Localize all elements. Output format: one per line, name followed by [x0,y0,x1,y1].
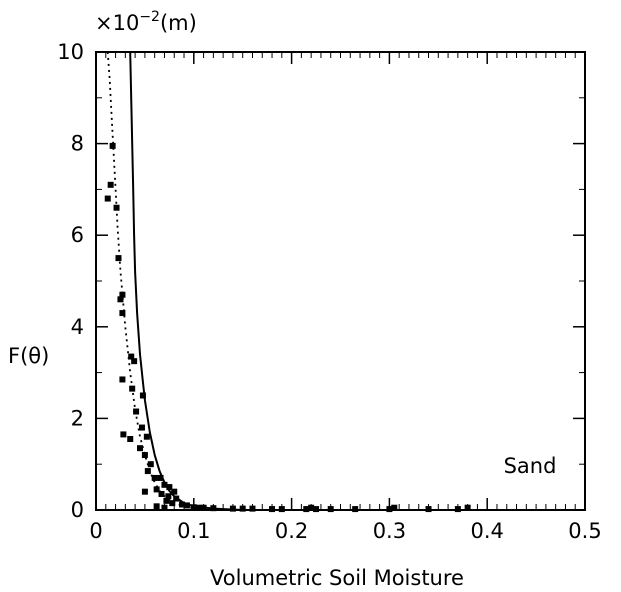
data-point-marker [391,504,398,511]
data-point-marker [147,461,154,468]
x-tick-label: 0.2 [275,519,308,543]
data-point-marker [138,424,145,431]
data-point-marker [179,501,186,508]
data-point-marker [119,310,126,317]
data-point-marker [128,353,135,360]
y-axis-scale-label: ×10−2(m) [95,9,197,35]
data-point-marker [158,490,165,497]
data-point-marker [183,502,190,509]
data-point-marker [107,181,114,188]
data-point-marker [127,436,134,443]
sand-annotation: Sand [504,454,557,478]
data-point-marker [249,505,256,512]
data-point-marker [163,497,170,504]
plot-area: 0 0.1 0.2 0.3 0.4 0.5 0 2 4 6 8 10 [57,40,601,543]
x-axis-label: Volumetric Soil Moisture [210,566,464,590]
data-point-marker [161,504,168,511]
x-tick-label: 0.3 [373,519,406,543]
data-point-marker [109,142,116,149]
data-point-marker [117,296,124,303]
data-point-marker [144,468,151,475]
data-point-marker [171,488,178,495]
x-tick-label: 0.4 [470,519,503,543]
y-tick-label: 4 [71,315,84,339]
x-tick-label: 0 [89,519,102,543]
data-point-marker [151,474,158,481]
y-axis-exponent: −2 [139,9,160,25]
data-point-marker [139,392,146,399]
data-point-marker [157,474,164,481]
data-point-marker [141,488,148,495]
plot-frame [95,51,586,511]
x-tick-label: 0.1 [177,519,210,543]
y-tick-label: 10 [57,40,84,64]
dotted-curve [106,51,585,511]
y-axis-label: F(θ) [8,344,49,368]
data-point-marker [169,500,176,507]
solid-curve [129,51,585,511]
y-axis-multiplier: ×10 [95,11,139,35]
data-point-marker [137,445,144,452]
data-point-marker [161,481,168,488]
data-point-marker [239,505,246,512]
data-point-marker [165,493,172,500]
y-tick-label: 2 [71,406,84,430]
data-point-marker [113,204,120,211]
y-axis-unit: (m) [160,11,197,35]
data-point-marker [308,504,315,511]
data-point-marker [166,484,173,491]
data-point-marker [104,195,111,202]
data-point-marker [143,433,150,440]
data-point-marker [464,504,471,511]
y-tick-label: 6 [71,223,84,247]
data-point-marker [153,486,160,493]
data-point-marker [131,358,138,365]
data-point-marker [141,452,148,459]
y-tick-label: 8 [71,132,84,156]
data-point-marker [115,255,122,262]
y-tick-label: 0 [71,498,84,522]
data-point-marker [120,431,127,438]
data-point-marker [119,376,126,383]
x-tick-label: 0.5 [568,519,601,543]
data-point-marker [153,503,160,510]
data-point-marker [119,291,126,298]
